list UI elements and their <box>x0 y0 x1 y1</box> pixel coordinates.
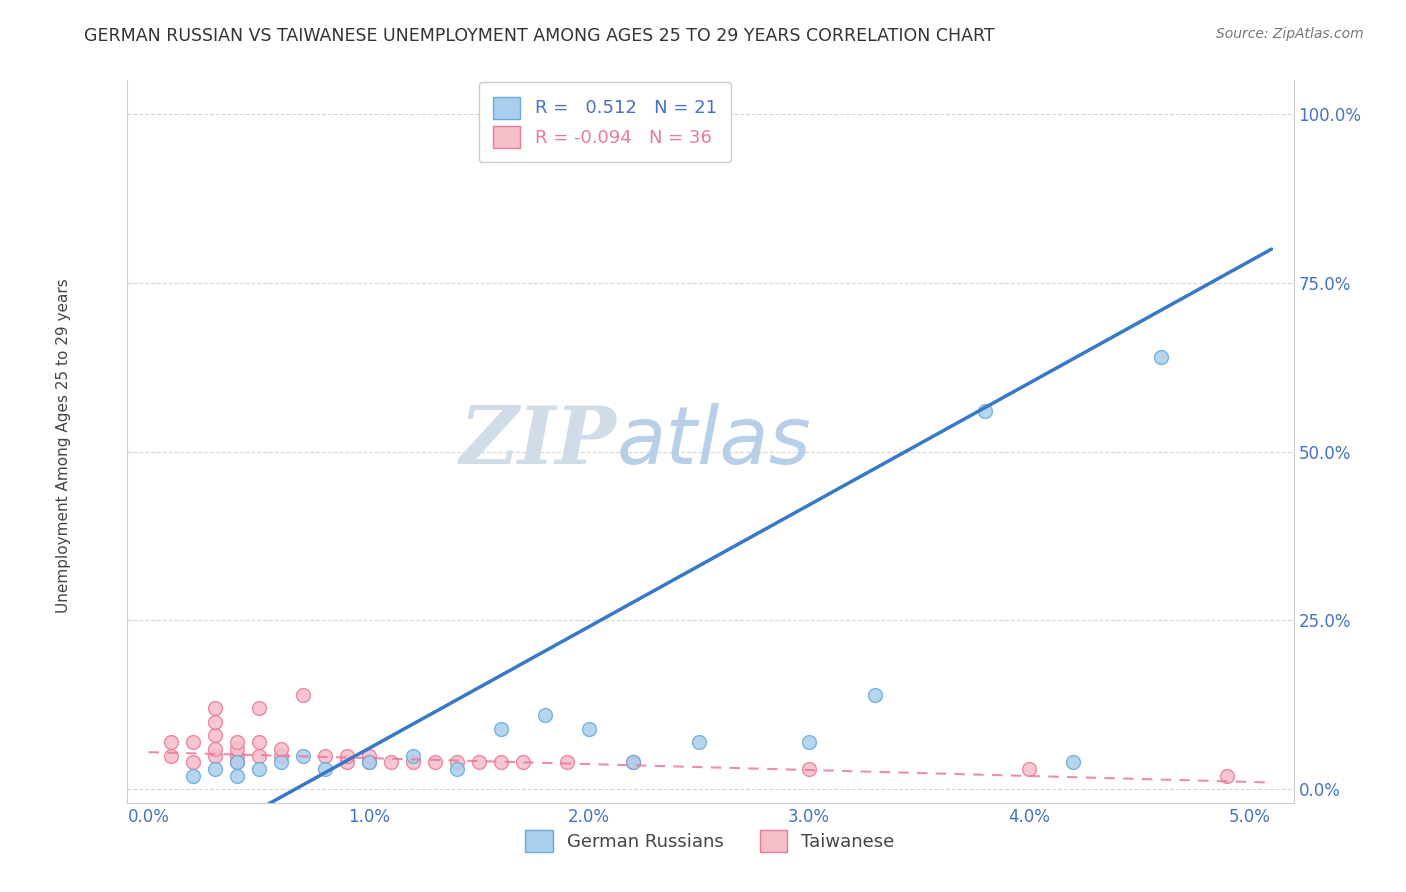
Point <box>291 748 314 763</box>
Point <box>247 701 270 715</box>
Point <box>446 762 468 776</box>
Point <box>314 762 336 776</box>
Point <box>446 756 468 770</box>
Point <box>270 756 292 770</box>
Point <box>1216 769 1239 783</box>
Point <box>270 748 292 763</box>
Point <box>489 756 512 770</box>
Point <box>159 748 181 763</box>
Point <box>797 735 820 749</box>
Point <box>402 748 425 763</box>
Point <box>357 756 380 770</box>
Text: Unemployment Among Ages 25 to 29 years: Unemployment Among Ages 25 to 29 years <box>56 278 70 614</box>
Point <box>204 748 226 763</box>
Point <box>974 404 997 418</box>
Text: atlas: atlas <box>617 402 811 481</box>
Point <box>247 762 270 776</box>
Point <box>314 748 336 763</box>
Text: GERMAN RUSSIAN VS TAIWANESE UNEMPLOYMENT AMONG AGES 25 TO 29 YEARS CORRELATION C: GERMAN RUSSIAN VS TAIWANESE UNEMPLOYMENT… <box>84 27 995 45</box>
Point <box>159 735 181 749</box>
Point <box>225 769 247 783</box>
Point <box>225 741 247 756</box>
Legend: German Russians, Taiwanese: German Russians, Taiwanese <box>519 822 901 859</box>
Point <box>578 722 600 736</box>
Point <box>225 735 247 749</box>
Text: ZIP: ZIP <box>460 403 617 480</box>
Point <box>621 756 644 770</box>
Point <box>468 756 491 770</box>
Point <box>181 769 204 783</box>
Point <box>225 748 247 763</box>
Text: Source: ZipAtlas.com: Source: ZipAtlas.com <box>1216 27 1364 41</box>
Point <box>247 735 270 749</box>
Point <box>336 748 359 763</box>
Point <box>1062 756 1084 770</box>
Point <box>204 741 226 756</box>
Point <box>512 756 534 770</box>
Point <box>336 756 359 770</box>
Point <box>863 688 886 702</box>
Point <box>357 756 380 770</box>
Point <box>423 756 446 770</box>
Point <box>688 735 710 749</box>
Point <box>204 701 226 715</box>
Point <box>181 756 204 770</box>
Point <box>204 714 226 729</box>
Point <box>291 688 314 702</box>
Point <box>380 756 402 770</box>
Point <box>247 748 270 763</box>
Point <box>402 756 425 770</box>
Point <box>270 741 292 756</box>
Point <box>181 735 204 749</box>
Point <box>797 762 820 776</box>
Point <box>1150 350 1173 364</box>
Point <box>489 722 512 736</box>
Point <box>225 756 247 770</box>
Point <box>621 756 644 770</box>
Point <box>204 762 226 776</box>
Point <box>555 756 578 770</box>
Point <box>1018 762 1040 776</box>
Point <box>357 748 380 763</box>
Point <box>225 756 247 770</box>
Point <box>534 708 557 723</box>
Point <box>204 728 226 742</box>
